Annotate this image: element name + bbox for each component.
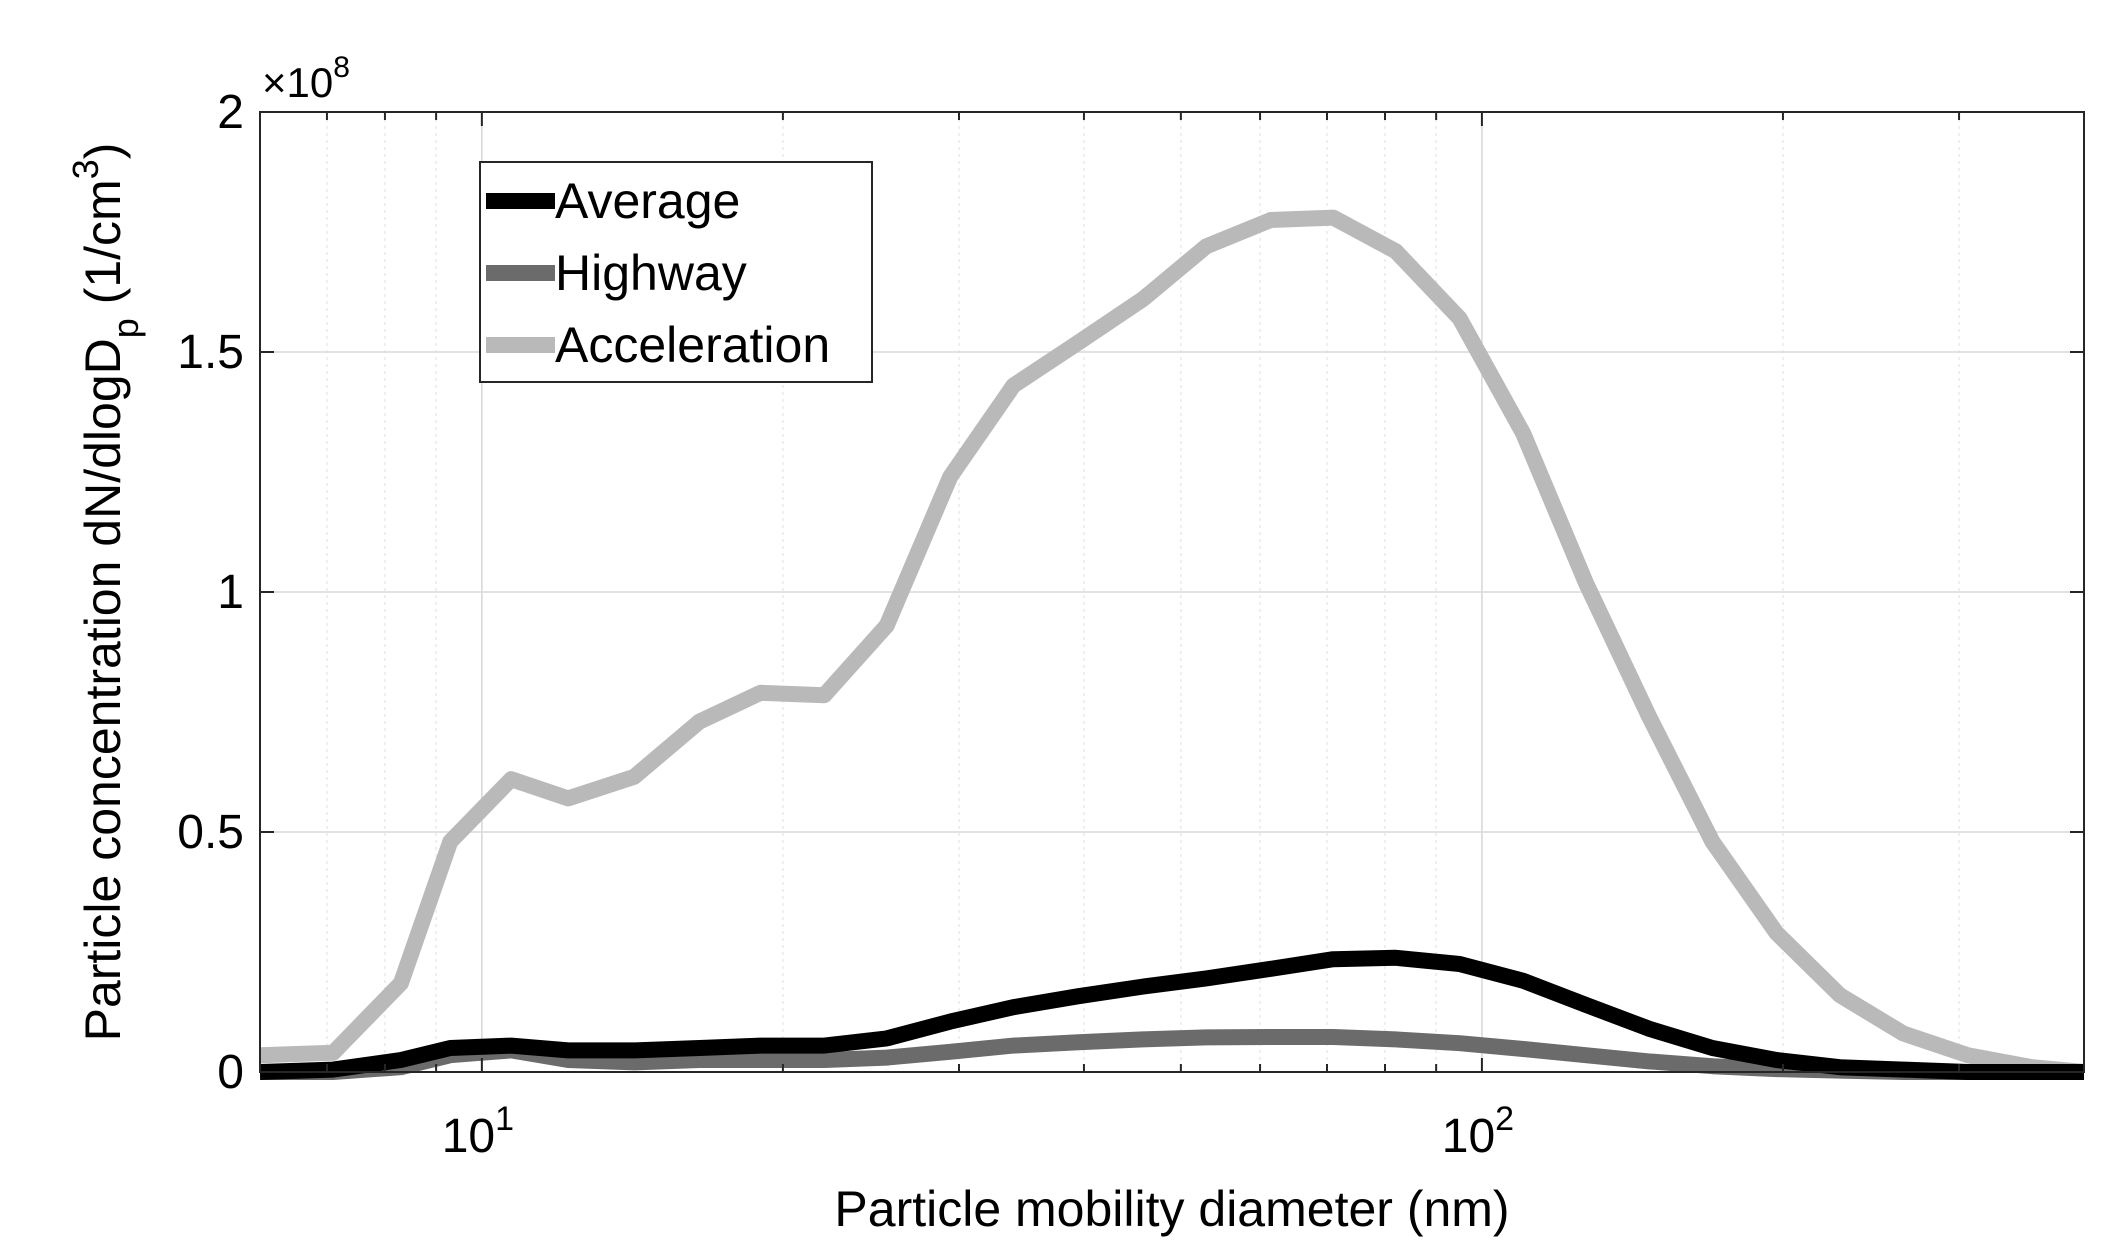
y-tick-label: 1 [217,566,244,619]
series-line-average [259,949,2084,1080]
x-tick-label-base: 10 [1442,1110,1495,1163]
y-axis-title: Particle concentration dN/dlogDp (1/cm3) [65,143,146,1042]
x-tick-label: 102 [1442,1100,1514,1163]
axis-ticks [259,111,2085,1073]
x-tick-label: 101 [442,1100,514,1163]
series-lines [259,209,2085,1080]
x-tick-label-exponent: 2 [1495,1100,1514,1138]
y-tick-label: 2 [217,86,244,139]
y-axis-title-unit-close: ) [75,143,131,160]
y-axis-title-main: Particle concentration dN/dlogD [75,338,131,1041]
series-line-highway [260,1029,2084,1080]
y-axis-title-unit-superscript: 3 [65,159,106,179]
x-tick-label-base: 10 [442,1110,495,1163]
legend: Average Highway Acceleration [479,161,873,383]
y-multiplier-exponent: 8 [333,51,350,84]
y-axis-multiplier: ×108 [262,51,350,106]
legend-label-highway: Highway [555,245,747,301]
y-axis-title-unit: (1/cm [75,179,131,318]
y-tick-label: 1.5 [177,326,244,379]
x-axis-title: Particle mobility diameter (nm) [834,1181,1509,1237]
x-tick-label-exponent: 1 [495,1100,514,1138]
y-multiplier-base: ×10 [262,59,333,106]
y-tick-label: 0 [217,1046,244,1099]
y-tick-label: 0.5 [177,806,244,859]
series-line-acceleration [259,209,2085,1080]
legend-label-average: Average [555,173,740,229]
y-axis-title-subscript: p [105,318,146,338]
legend-label-acceleration: Acceleration [555,317,830,373]
